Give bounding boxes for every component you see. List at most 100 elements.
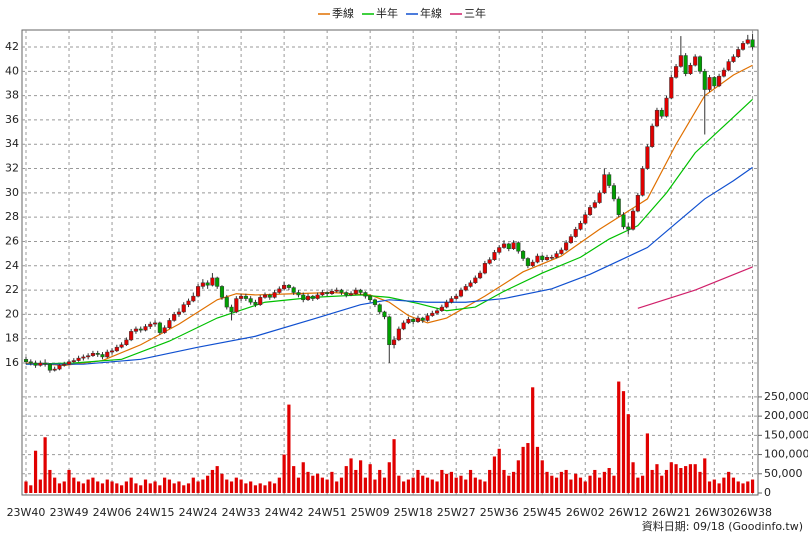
- candle-body: [549, 257, 554, 259]
- volume-bar: [535, 446, 540, 493]
- volume-bar: [76, 481, 81, 493]
- legend-label: 三年: [464, 6, 486, 20]
- volume-bar: [712, 479, 716, 493]
- candle-body: [363, 292, 368, 297]
- volume-bar: [483, 481, 487, 493]
- candle-body: [683, 55, 688, 74]
- volume-bar: [244, 483, 248, 493]
- x-tick-label: 24W15: [136, 506, 175, 519]
- candle-body: [143, 326, 148, 331]
- volume-bar: [349, 458, 353, 493]
- volume-bar: [488, 469, 492, 493]
- volume-bar: [750, 479, 755, 493]
- volume-bar: [33, 450, 38, 493]
- candle-body: [678, 55, 683, 67]
- legend-label: 季線: [332, 6, 354, 20]
- volume-bar: [607, 468, 611, 493]
- volume-bar: [578, 477, 583, 493]
- volume-bar: [674, 464, 678, 493]
- candle-body: [86, 355, 91, 358]
- volume-bar: [664, 469, 669, 493]
- volume-bar: [516, 460, 520, 493]
- candle-body: [482, 263, 487, 274]
- candle-body: [47, 363, 52, 371]
- volume-bar: [120, 485, 124, 493]
- footer: 資料日期: 09/18 (Goodinfo.tw): [642, 519, 803, 533]
- candle-body: [157, 322, 162, 333]
- volume-bar: [177, 481, 181, 493]
- candle-body: [267, 294, 272, 298]
- volume-bar: [502, 469, 506, 493]
- x-tick-label: 24W33: [222, 506, 261, 519]
- volume-bar: [263, 485, 267, 493]
- volume-bar: [296, 477, 301, 493]
- candle-body: [172, 314, 177, 321]
- volume-bar: [344, 466, 348, 493]
- candle-body: [272, 292, 277, 298]
- volume-bar: [215, 466, 219, 493]
- volume-bar: [210, 469, 215, 493]
- candle-body: [315, 294, 320, 299]
- volume-bar: [258, 483, 262, 493]
- volume-bar: [435, 481, 439, 493]
- candle-body: [334, 289, 339, 292]
- volume-bar: [593, 469, 597, 493]
- y-tick-label: 20: [5, 307, 19, 320]
- candle-body: [597, 192, 602, 203]
- volume-bar: [602, 471, 606, 493]
- volume-bar: [612, 475, 616, 493]
- candle-body: [162, 327, 167, 333]
- candle-body: [329, 291, 334, 294]
- candle-body: [90, 353, 95, 356]
- candle-body: [66, 361, 72, 365]
- volume-bar: [621, 391, 626, 493]
- candle-body: [717, 75, 722, 87]
- volume-bar: [239, 479, 243, 493]
- volume-bar: [550, 475, 554, 493]
- y2-tick-label: 250,000: [764, 390, 808, 403]
- volume-bar: [363, 477, 367, 493]
- candle-body: [277, 288, 282, 293]
- candle-body: [301, 294, 306, 301]
- y2-tick-label: 200,000: [764, 409, 808, 422]
- candle-body: [253, 301, 258, 305]
- candle-body: [43, 362, 48, 365]
- candle-body: [205, 282, 210, 286]
- volume-bar: [282, 454, 286, 493]
- volume-bar: [473, 477, 477, 493]
- candle-body: [501, 243, 507, 248]
- candle-body: [167, 320, 172, 328]
- candle-body: [153, 322, 158, 325]
- volume-bar: [277, 477, 281, 493]
- candle-body: [262, 294, 268, 298]
- y-tick-label: 32: [5, 162, 19, 175]
- candle-body: [454, 295, 459, 299]
- candle-body: [654, 109, 660, 127]
- volume-bar: [574, 473, 578, 493]
- volume-bar: [459, 475, 463, 493]
- volume-bar: [741, 483, 745, 493]
- volume-bar: [96, 481, 100, 493]
- candle-body: [358, 289, 363, 293]
- candle-body: [411, 318, 416, 322]
- x-tick-label: 24W24: [179, 506, 218, 519]
- y2-tick-label: 50,000: [764, 467, 803, 480]
- volume-bar: [703, 458, 707, 493]
- volume-bar: [454, 477, 458, 493]
- candle-body: [511, 242, 516, 250]
- volume-bar: [191, 477, 195, 493]
- volume-bar: [272, 483, 277, 493]
- volume-bar: [105, 479, 109, 493]
- volume-bar: [588, 475, 592, 493]
- candle-body: [435, 310, 440, 314]
- candle-body: [138, 328, 143, 331]
- volume-bar: [698, 471, 702, 493]
- plot-frame: [21, 29, 759, 496]
- volume-bar: [497, 448, 501, 493]
- candle-body: [702, 71, 707, 90]
- volume-bar: [86, 479, 90, 493]
- volume-bar: [301, 462, 305, 493]
- volume-bar: [440, 469, 444, 493]
- candle-body: [463, 286, 468, 291]
